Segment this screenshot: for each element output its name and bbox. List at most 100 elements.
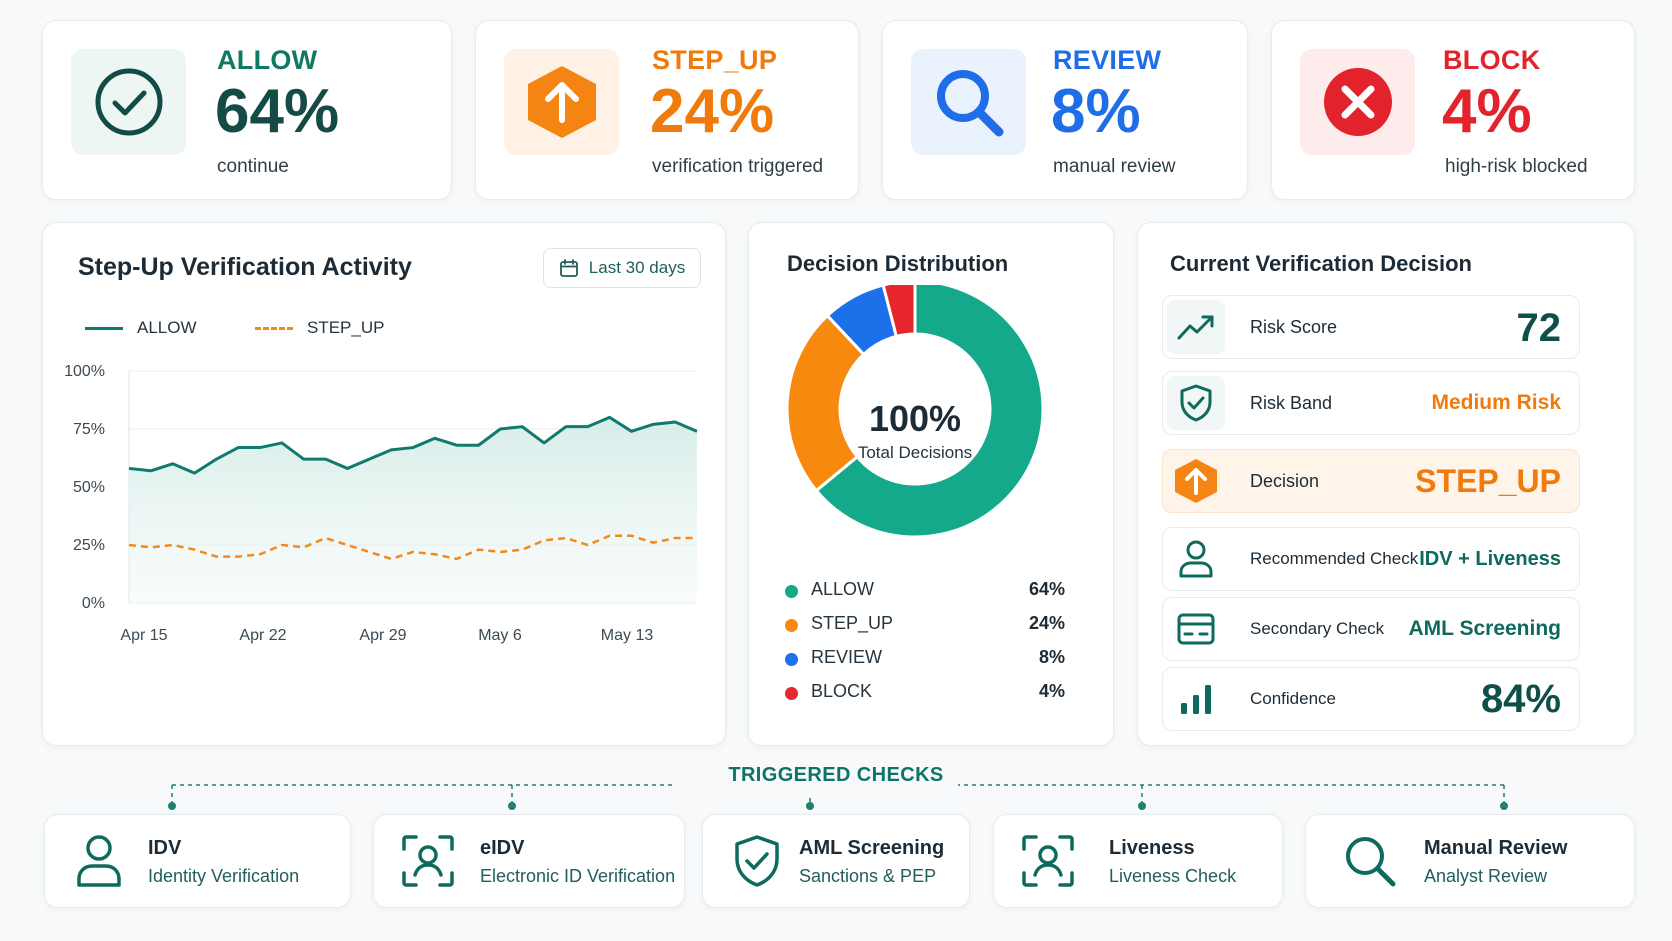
row-label: Confidence (1250, 689, 1337, 708)
legend-swatch-step-up (255, 326, 293, 330)
arrow-up-hexagon-icon (1175, 459, 1217, 503)
category-label: BLOCK (811, 681, 873, 701)
kpi-icon-box (911, 49, 1026, 155)
arrow-up-hexagon-icon (527, 66, 596, 138)
kpi-subtext: manual review (1053, 156, 1176, 177)
row-icon-box (1167, 376, 1225, 430)
category-label: ALLOW (811, 579, 875, 599)
check-title: Liveness (1109, 837, 1195, 859)
donut-slice-allow (814, 285, 1045, 539)
kpi-subtext: high-risk blocked (1445, 156, 1588, 177)
check-icon-box (729, 833, 785, 889)
person-icon (1179, 540, 1213, 578)
row-icon-box (1167, 300, 1225, 354)
trend-up-icon (1177, 315, 1214, 340)
x-tick-label: Apr 15 (120, 627, 167, 644)
check-card-manual-review[interactable]: Manual Review Analyst Review (1305, 814, 1635, 908)
check-card-idv[interactable]: IDV Identity Verification (44, 814, 351, 908)
row-icon-box (1167, 454, 1225, 508)
category-percent: 8% (1038, 647, 1065, 667)
date-range-selector[interactable]: Last 30 days (543, 248, 701, 288)
y-tick-label: 25% (73, 537, 105, 554)
y-tick-label: 100% (64, 363, 105, 380)
y-tick-label: 0% (82, 595, 105, 612)
x-tick-label: Apr 22 (239, 627, 286, 644)
check-title: AML Screening (799, 837, 945, 859)
x-tick-label: May 6 (478, 627, 522, 644)
check-subtitle: Liveness Check (1109, 866, 1237, 886)
donut-center-value: 100% (868, 398, 962, 439)
kpi-card-step-up[interactable]: STEP_UP 24% verification triggered (475, 20, 859, 200)
shield-check-icon (1180, 384, 1212, 422)
kpi-icon-box (504, 49, 619, 155)
kpi-value: 4% (1442, 77, 1532, 146)
row-icon-box (1167, 532, 1225, 586)
donut-slice-block (881, 285, 917, 339)
check-title: eIDV (480, 837, 525, 859)
row-label: Decision (1250, 471, 1320, 491)
kpi-card-allow[interactable]: ALLOW 64% continue (42, 20, 452, 200)
legend-dot (785, 687, 798, 700)
triggered-checks-connector (168, 784, 1508, 810)
risk-band-value: Medium Risk (1431, 391, 1561, 414)
kpi-label: STEP_UP (652, 45, 778, 75)
kpi-value: 8% (1051, 77, 1141, 146)
activity-chart-title: Step-Up Verification Activity (78, 253, 412, 281)
calendar-icon (559, 259, 578, 277)
legend-dot (785, 619, 798, 632)
y-tick-label: 75% (73, 421, 105, 438)
activity-line-chart: 0% 25% 50% 75% 100% Apr 15 Apr 22 Apr 29 May 6 Ma… (64, 363, 698, 644)
row-icon-box (1167, 672, 1225, 726)
category-percent: 4% (1038, 681, 1065, 701)
legend-dot (785, 585, 798, 598)
check-icon-box (400, 833, 456, 889)
check-card-liveness[interactable]: Liveness Liveness Check (993, 814, 1283, 908)
check-title: Manual Review (1424, 837, 1568, 859)
category-label: STEP_UP (811, 613, 894, 633)
check-card-eidv[interactable]: eIDV Electronic ID Verification (373, 814, 685, 908)
x-tick-label: Apr 29 (359, 627, 406, 644)
kpi-card-block[interactable]: BLOCK 4% high-risk blocked (1271, 20, 1635, 200)
magnifier-icon (936, 70, 1003, 137)
legend-label-allow: ALLOW (137, 318, 197, 337)
risk-score-value: 72 (1516, 306, 1562, 350)
distribution-row: BLOCK 4% (785, 681, 1065, 705)
secondary-check-value: AML Screening (1408, 617, 1561, 640)
legend-step-up: STEP_UP (255, 318, 384, 338)
magnifier-icon (1346, 837, 1396, 887)
x-circle-icon (1323, 68, 1392, 136)
check-icon-box (71, 833, 127, 889)
kpi-card-review[interactable]: REVIEW 8% manual review (882, 20, 1248, 200)
kpi-icon-box (1300, 49, 1415, 155)
decision-donut-chart (785, 285, 1045, 539)
current-decision-card: Current Verification Decision Risk Score… (1137, 222, 1635, 746)
row-label: Risk Band (1250, 393, 1333, 413)
confidence-value: 84% (1480, 677, 1561, 721)
recommended-check-row: Recommended Check IDV + Liveness (1162, 527, 1580, 591)
face-scan-icon (1022, 835, 1074, 887)
category-percent: 24% (1028, 613, 1065, 633)
row-label: Risk Score (1250, 317, 1338, 337)
y-tick-label: 50% (73, 479, 105, 496)
activity-chart-card: Step-Up Verification Activity Last 30 da… (42, 222, 726, 746)
check-card-aml[interactable]: AML Screening Sanctions & PEP (702, 814, 970, 908)
distribution-title: Decision Distribution (787, 251, 1009, 276)
kpi-label: BLOCK (1443, 45, 1541, 75)
bar-chart-icon (1181, 685, 1211, 714)
category-label: REVIEW (811, 647, 883, 667)
legend-allow: ALLOW (85, 318, 197, 338)
category-percent: 64% (1028, 579, 1065, 599)
check-subtitle: Identity Verification (148, 866, 300, 886)
kpi-label: REVIEW (1053, 45, 1162, 75)
series-line-step-up (128, 534, 697, 561)
distribution-row: ALLOW 64% (785, 579, 1065, 603)
check-icon-box (1020, 833, 1076, 889)
date-range-label: Last 30 days (588, 258, 686, 277)
legend-swatch-allow (85, 326, 123, 330)
row-label: Recommended Check (1250, 549, 1419, 568)
legend-label-step-up: STEP_UP (307, 318, 385, 337)
row-icon-box (1167, 602, 1225, 656)
secondary-check-row: Secondary Check AML Screening (1162, 597, 1580, 661)
row-label: Secondary Check (1250, 619, 1385, 638)
decision-value: STEP_UP (1415, 463, 1561, 499)
